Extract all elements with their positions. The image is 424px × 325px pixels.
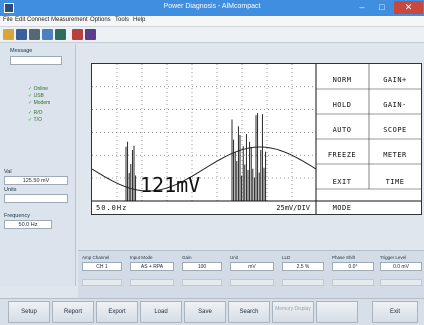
value-label: Val — [4, 169, 12, 175]
status-ro: ✓ R/O — [28, 110, 43, 116]
phase-shift-input[interactable]: 0.0° — [332, 262, 374, 271]
save-icon[interactable] — [16, 29, 27, 40]
disabled-field-6 — [332, 279, 374, 286]
norm-button[interactable]: NORM — [332, 76, 352, 84]
scope-frequency: 50.0Hz — [96, 204, 128, 212]
amp-channel-label: Amp Channel — [82, 255, 110, 260]
scope-grid — [92, 64, 421, 201]
gain-minus-button[interactable]: GAIN- — [383, 101, 407, 109]
hold-button[interactable]: HOLD — [332, 101, 352, 109]
menu-tools[interactable]: Tools — [115, 17, 130, 23]
menu-bar: File Edit Connect Measurement Options To… — [0, 16, 424, 27]
scope-signal — [125, 113, 267, 201]
unit-select[interactable]: mV — [230, 262, 274, 271]
input-mode-select[interactable]: AS + RPA — [130, 262, 174, 271]
toolbar — [0, 27, 424, 43]
scope-display: 121mV 50.0Hz 25mV/DIV NORM HOLD AUTO FRE… — [91, 63, 422, 215]
window-title: Power Diagnosis - AlMcompact — [163, 3, 261, 10]
disabled-field-5 — [282, 279, 324, 286]
status-to: ✓ T/O — [28, 117, 42, 123]
amp-channel-select[interactable]: CH 1 — [82, 262, 122, 271]
status-usb: ✓ USB — [28, 93, 44, 99]
status-modem: ✓ Modem — [28, 100, 51, 106]
gain-label: Gain — [182, 255, 192, 260]
bottom-button-bar: Setup Report Export Load Save Search Mem… — [0, 298, 424, 325]
input-mode-label: Input Mode — [130, 255, 153, 260]
save-button[interactable]: Save — [184, 301, 226, 323]
left-panel: Message ✓ Online ✓ USB ✓ Modem ✓ R/O ✓ T… — [0, 44, 76, 286]
chip-icon[interactable] — [55, 29, 66, 40]
units-label: Units — [4, 187, 17, 193]
app-icon — [4, 3, 14, 13]
minimize-button[interactable]: – — [359, 2, 365, 12]
frequency-field: 50.0 Hz — [4, 220, 52, 229]
message-field — [10, 56, 62, 65]
print-icon[interactable] — [29, 29, 40, 40]
value-field: 125.50 mV — [4, 176, 68, 185]
menu-connect[interactable]: Connect — [27, 17, 50, 23]
menu-help[interactable]: Help — [133, 17, 146, 23]
freeze-button[interactable]: FREEZE — [327, 151, 357, 159]
pointer-icon[interactable] — [42, 29, 53, 40]
meter-button[interactable]: METER — [383, 151, 407, 159]
report-button[interactable]: Report — [52, 301, 94, 323]
blank-button — [316, 301, 358, 323]
time-button[interactable]: TIME — [385, 178, 405, 186]
gain-plus-button[interactable]: GAIN+ — [383, 76, 407, 84]
disabled-field-1 — [82, 279, 122, 286]
status-online: ✓ Online — [28, 86, 49, 92]
scope-icon[interactable] — [85, 29, 96, 40]
units-field — [4, 194, 68, 203]
trigger-level-input[interactable]: 0.0 mV — [380, 262, 422, 271]
auto-button[interactable]: AUTO — [332, 126, 352, 134]
measurement-readout: 121mV — [140, 173, 201, 197]
lld-label: LLD — [282, 255, 291, 260]
export-button[interactable]: Export — [96, 301, 138, 323]
menu-measurement[interactable]: Measurement — [51, 17, 88, 23]
menu-options[interactable]: Options — [90, 17, 111, 23]
menu-file[interactable]: File — [3, 17, 13, 23]
close-button[interactable]: ✕ — [394, 1, 423, 14]
menu-edit[interactable]: Edit — [15, 17, 26, 23]
scope-button[interactable]: SCOPE — [383, 126, 407, 134]
scope-plot — [92, 64, 421, 214]
scope-division: 25mV/DIV — [276, 204, 310, 212]
lld-input[interactable]: 2.5 % — [282, 262, 324, 271]
disabled-field-3 — [182, 279, 222, 286]
title-bar: Power Diagnosis - AlMcompact – □ ✕ — [0, 0, 424, 16]
waveform-icon[interactable] — [72, 29, 83, 40]
memory-display-button[interactable]: Memory Display — [272, 301, 314, 323]
search-button[interactable]: Search — [228, 301, 270, 323]
trigger-level-label: Trigger Level — [380, 255, 407, 260]
parameter-panel: Amp Channel Input Mode Gain Unit LLD Pha… — [78, 250, 424, 298]
frequency-label: Frequency — [4, 213, 30, 219]
scope-sine — [92, 146, 317, 192]
open-folder-icon[interactable] — [3, 29, 14, 40]
disabled-field-7 — [380, 279, 422, 286]
gain-select[interactable]: 100 — [182, 262, 222, 271]
mode-button[interactable]: MODE — [332, 204, 352, 212]
maximize-button[interactable]: □ — [379, 2, 385, 12]
phase-shift-label: Phase Shift — [332, 255, 356, 260]
disabled-field-2 — [130, 279, 174, 286]
unit-label: Unit — [230, 255, 239, 260]
setup-button[interactable]: Setup — [8, 301, 50, 323]
exit-button[interactable]: EXIT — [332, 178, 352, 186]
load-button[interactable]: Load — [140, 301, 182, 323]
message-label: Message — [10, 48, 33, 54]
exit-app-button[interactable]: Exit — [372, 301, 418, 323]
disabled-field-4 — [230, 279, 274, 286]
